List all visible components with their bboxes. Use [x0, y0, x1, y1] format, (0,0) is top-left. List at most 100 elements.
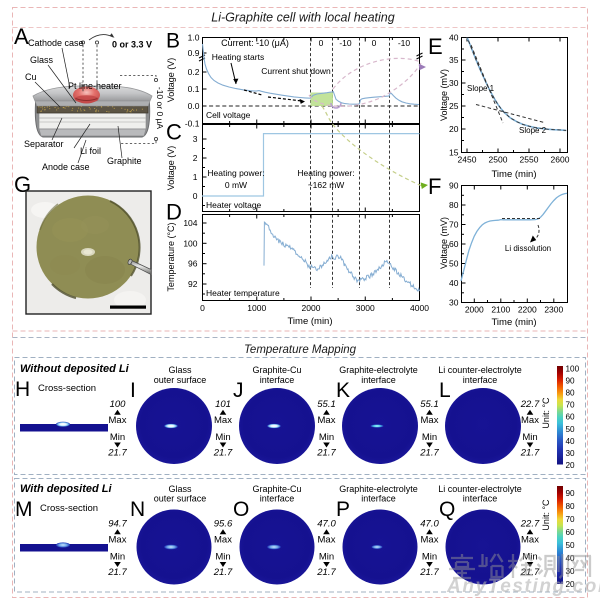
svg-text:Heating power:: Heating power: — [207, 168, 264, 178]
svg-text:21.7: 21.7 — [520, 567, 540, 578]
svg-text:20: 20 — [566, 580, 576, 589]
svg-text:1000: 1000 — [247, 303, 266, 313]
svg-text:21.7: 21.7 — [316, 448, 336, 459]
svg-text:Temperature Mapping: Temperature Mapping — [244, 344, 357, 356]
svg-text:L: L — [439, 379, 451, 402]
svg-text:0 or 3.3 V: 0 or 3.3 V — [112, 40, 152, 50]
svg-text:80: 80 — [566, 389, 576, 398]
svg-text:Min: Min — [422, 552, 437, 563]
svg-text:70: 70 — [449, 220, 459, 230]
svg-text:Time (min): Time (min) — [491, 169, 536, 180]
svg-text:D: D — [166, 200, 182, 225]
svg-text:Voltage (mV): Voltage (mV) — [439, 217, 449, 269]
svg-text:0: 0 — [319, 38, 324, 48]
svg-text:Glass: Glass — [30, 55, 54, 65]
svg-text:M: M — [15, 498, 33, 521]
svg-text:20: 20 — [566, 461, 576, 470]
svg-text:Max: Max — [421, 535, 439, 546]
svg-text:-0.1: -0.1 — [185, 119, 200, 129]
svg-text:50: 50 — [566, 425, 576, 434]
svg-text:21.7: 21.7 — [213, 567, 233, 578]
svg-text:Temperature (°C): Temperature (°C) — [166, 222, 176, 291]
svg-text:Max: Max — [109, 535, 127, 546]
svg-text:100: 100 — [183, 238, 197, 248]
svg-text:55.1: 55.1 — [420, 399, 439, 410]
svg-text:Heater voltage: Heater voltage — [206, 200, 262, 210]
svg-text:96: 96 — [188, 259, 198, 269]
svg-text:Li dissolution: Li dissolution — [505, 244, 551, 253]
svg-text:B: B — [166, 30, 180, 53]
svg-text:22.7: 22.7 — [520, 399, 540, 410]
svg-text:2000: 2000 — [302, 303, 321, 313]
svg-text:Without deposited Li: Without deposited Li — [20, 363, 130, 375]
svg-text:Voltage (V): Voltage (V) — [166, 146, 176, 191]
svg-text:interface: interface — [463, 494, 498, 504]
svg-text:Li-Graphite cell with local he: Li-Graphite cell with local heating — [211, 11, 394, 25]
svg-text:Li foil: Li foil — [80, 146, 101, 156]
svg-text:94.7: 94.7 — [108, 519, 127, 530]
svg-text:Voltage (V): Voltage (V) — [166, 58, 176, 103]
svg-text:interface: interface — [260, 375, 295, 385]
svg-text:90: 90 — [566, 377, 576, 386]
svg-text:P: P — [336, 498, 350, 521]
svg-text:0 mW: 0 mW — [225, 180, 247, 190]
svg-text:30: 30 — [449, 78, 459, 88]
svg-text:Heating power:: Heating power: — [297, 168, 354, 178]
svg-text:2300: 2300 — [544, 305, 563, 315]
svg-text:2600: 2600 — [551, 155, 570, 165]
svg-text:0.0: 0.0 — [188, 101, 200, 111]
svg-text:O: O — [233, 498, 249, 521]
svg-text:Anode case: Anode case — [42, 162, 90, 172]
svg-text:22.7: 22.7 — [520, 519, 540, 530]
svg-text:3000: 3000 — [356, 303, 375, 313]
svg-text:Graphite-Cu: Graphite-Cu — [252, 365, 301, 375]
svg-text:Li counter-electrolyte: Li counter-electrolyte — [438, 365, 522, 375]
svg-text:Min: Min — [422, 432, 437, 443]
svg-text:outer surface: outer surface — [154, 375, 207, 385]
svg-text:2: 2 — [193, 153, 198, 163]
svg-text:Min: Min — [319, 552, 334, 563]
svg-text:70: 70 — [566, 401, 576, 410]
svg-text:4000: 4000 — [410, 303, 429, 313]
svg-text:Time (min): Time (min) — [287, 316, 332, 327]
svg-text:40: 40 — [566, 554, 576, 563]
svg-text:interface: interface — [260, 494, 295, 504]
svg-text:~162 mW: ~162 mW — [308, 180, 345, 190]
svg-text:101: 101 — [215, 399, 231, 410]
svg-text:Graphite-Cu: Graphite-Cu — [252, 484, 301, 494]
svg-text:interface: interface — [463, 375, 498, 385]
svg-text:1: 1 — [193, 172, 198, 182]
svg-text:Max: Max — [521, 535, 539, 546]
svg-text:E: E — [428, 34, 443, 59]
svg-text:50: 50 — [449, 259, 459, 269]
svg-text:90: 90 — [449, 181, 459, 191]
svg-text:Max: Max — [214, 535, 232, 546]
svg-text:0.2: 0.2 — [188, 67, 200, 77]
svg-text:Max: Max — [318, 415, 336, 426]
svg-text:Heater temperature: Heater temperature — [206, 288, 280, 298]
svg-text:Current: -10 (μA): Current: -10 (μA) — [221, 38, 289, 48]
svg-text:Cross-section: Cross-section — [38, 383, 96, 394]
svg-text:Min: Min — [215, 552, 230, 563]
svg-text:Q: Q — [439, 498, 455, 521]
svg-text:interface: interface — [361, 494, 396, 504]
svg-text:40: 40 — [566, 437, 576, 446]
svg-text:21.7: 21.7 — [316, 567, 336, 578]
svg-text:2100: 2100 — [491, 305, 510, 315]
svg-text:15: 15 — [449, 148, 459, 158]
svg-text:0.1: 0.1 — [188, 84, 200, 94]
svg-text:3: 3 — [193, 134, 198, 144]
svg-text:0: 0 — [372, 38, 377, 48]
svg-text:Max: Max — [521, 415, 539, 426]
svg-text:Separator: Separator — [24, 139, 64, 149]
svg-text:30: 30 — [566, 449, 576, 458]
svg-text:40: 40 — [449, 33, 459, 43]
svg-text:interface: interface — [361, 375, 396, 385]
svg-text:0: 0 — [200, 303, 205, 313]
svg-text:Max: Max — [214, 415, 232, 426]
svg-text:21.7: 21.7 — [107, 448, 127, 459]
svg-text:Slope 2: Slope 2 — [519, 126, 547, 135]
svg-text:Unit: °C: Unit: °C — [541, 499, 551, 531]
svg-text:K: K — [336, 379, 350, 402]
svg-text:2450: 2450 — [458, 155, 477, 165]
